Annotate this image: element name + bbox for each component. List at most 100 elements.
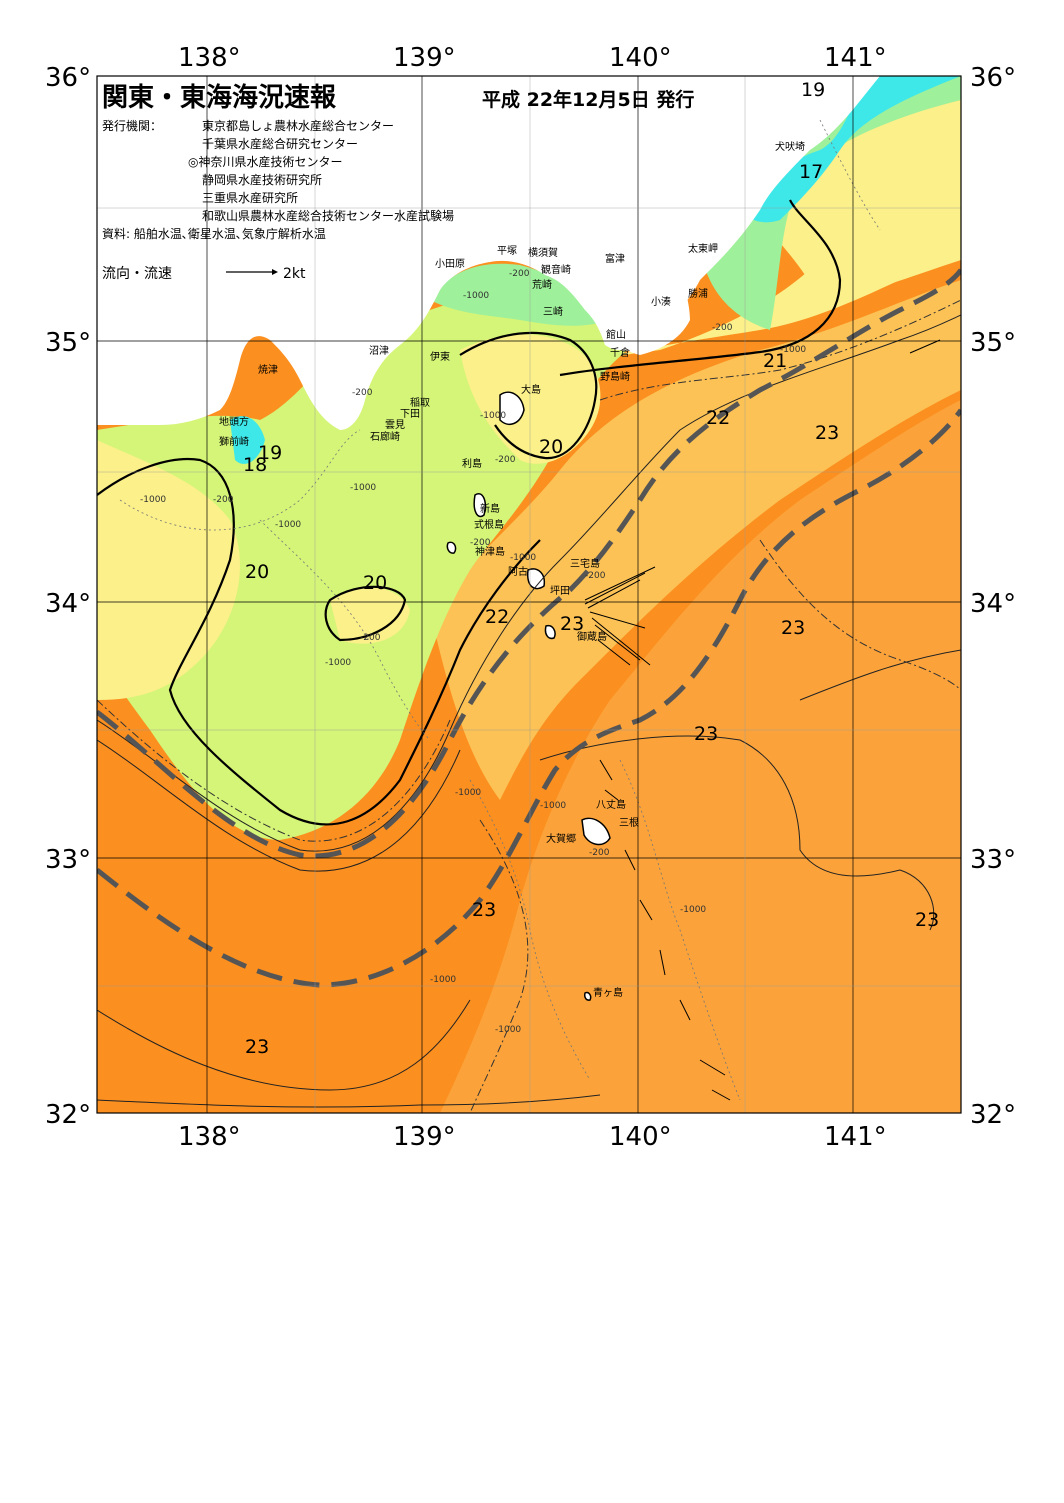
current-arrow <box>909 339 941 354</box>
depth-value: -1000 <box>350 483 376 493</box>
place-label: 御蔵島 <box>577 630 607 643</box>
place-label: 小田原 <box>435 258 465 270</box>
issuer-4: 静岡県水産技術研究所 <box>202 172 322 187</box>
water-20-yellow-west <box>97 440 240 700</box>
data-sources: 資料: 船舶水温､衛星水温､気象庁解析水温 <box>102 226 326 241</box>
contour-e <box>97 1094 601 1108</box>
current-arrow <box>699 1059 726 1076</box>
water-22-band <box>430 280 961 800</box>
depth-value: -1000 <box>510 553 536 563</box>
place-label: 稲取 <box>410 397 430 409</box>
lat-label: 32° <box>45 1100 91 1130</box>
depth-value: -200 <box>585 571 606 581</box>
place-label: 獅前崎 <box>219 435 249 448</box>
current-arrow <box>584 572 646 605</box>
lat-label: 33° <box>45 845 91 875</box>
place-label: 三崎 <box>543 305 563 318</box>
contour-d <box>97 999 471 1091</box>
water-23-band <box>440 400 961 1113</box>
contour-a <box>97 314 961 852</box>
issuer-1: 東京都島しょ農林水産総合センター <box>202 118 394 133</box>
issuer-3: ◎神奈川県水産技術センター <box>188 154 342 169</box>
current-arrow <box>589 611 646 629</box>
island-kozushima <box>446 541 457 554</box>
current-arrow <box>594 624 641 661</box>
lon-labels-bottom: 138° 139° 140° 141° <box>178 1122 887 1152</box>
dash-d <box>759 539 961 691</box>
legend-value: 2kt <box>283 266 306 282</box>
depth-contours <box>119 119 881 1101</box>
depth-value: -1000 <box>140 495 166 505</box>
lat-label: 34° <box>970 589 1016 619</box>
place-label: 石廊崎 <box>370 430 400 443</box>
place-names: 犬吠埼 太東岬 勝浦 小湊 富津 横須賀 観音崎 荒崎 三崎 館山 千倉 野島崎… <box>219 140 805 999</box>
lon-label: 141° <box>824 43 887 73</box>
place-label: 坪田 <box>550 584 570 597</box>
kuroshio-axis-south <box>97 408 961 988</box>
place-label: 野島崎 <box>600 370 630 383</box>
isotherm-value: 20 <box>363 572 387 594</box>
graticule <box>97 76 961 1113</box>
current-arrow <box>587 579 641 609</box>
isotherm-value: 20 <box>539 436 563 458</box>
dash-contours <box>97 299 961 1113</box>
current-arrows <box>584 339 941 1101</box>
depth-value: -200 <box>509 269 530 279</box>
island-mikurajima <box>544 624 556 640</box>
place-label: 平塚 <box>497 245 517 257</box>
current-arrow <box>597 639 631 666</box>
depth-d <box>619 759 741 1101</box>
sub-graticule <box>97 76 961 1113</box>
isotherm-value: 23 <box>560 613 584 635</box>
lat-label: 33° <box>970 845 1016 875</box>
isotherm-value: 23 <box>915 909 939 931</box>
legend-arrowhead <box>272 269 278 275</box>
isotherm-value: 20 <box>245 561 269 583</box>
depth-value: -1000 <box>325 658 351 668</box>
lat-label: 32° <box>970 1100 1016 1130</box>
place-label: 小湊 <box>651 295 671 308</box>
thin-contours <box>97 314 961 1108</box>
water-19-band-sagami <box>430 263 610 326</box>
isotherm-value: 17 <box>799 161 823 183</box>
issuer-2: 千葉県水産総合研究センター <box>202 136 358 151</box>
depth-value: -1000 <box>455 788 481 798</box>
place-label: 地頭方 <box>219 415 249 428</box>
depth-value: -1000 <box>680 905 706 915</box>
place-label: 観音崎 <box>541 263 571 276</box>
place-label: 神津島 <box>475 545 505 558</box>
current-arrow <box>591 617 651 666</box>
place-label: 伊東 <box>430 350 450 363</box>
depth-value: -200 <box>352 388 373 398</box>
isotherm-value: 21 <box>763 350 787 372</box>
current-arrow <box>624 849 636 871</box>
contour-b <box>97 739 461 872</box>
issuer-label: 発行機関： <box>102 118 162 133</box>
lon-label: 138° <box>178 1122 241 1152</box>
lat-label: 35° <box>45 328 91 358</box>
place-label: 三宅島 <box>570 557 600 570</box>
place-label: 沼津 <box>369 344 389 357</box>
isotherm-value: 23 <box>815 422 839 444</box>
isotherm-value: 23 <box>245 1036 269 1058</box>
place-label: 館山 <box>606 328 626 341</box>
water-17-19-band-west <box>230 416 265 464</box>
lat-label: 34° <box>45 589 91 619</box>
place-label: 阿古 <box>508 565 528 578</box>
water-19-band-east <box>700 76 961 330</box>
place-label: 式根島 <box>474 518 504 531</box>
map-area <box>97 76 961 1113</box>
place-label: 犬吠埼 <box>775 140 805 153</box>
isotherm-value: 19 <box>258 442 282 464</box>
place-label: 利島 <box>462 457 482 470</box>
legend-label: 流向・流速 <box>102 266 172 282</box>
isotherm-value: 23 <box>472 899 496 921</box>
water-17-19-band <box>740 76 961 223</box>
place-label: 焼津 <box>258 364 278 376</box>
island-aogashima <box>584 991 592 1001</box>
island-oshima <box>499 391 525 426</box>
kuroshio-axis-north <box>97 268 961 859</box>
depth-value: -1000 <box>495 1025 521 1035</box>
lon-label: 139° <box>393 1122 456 1152</box>
